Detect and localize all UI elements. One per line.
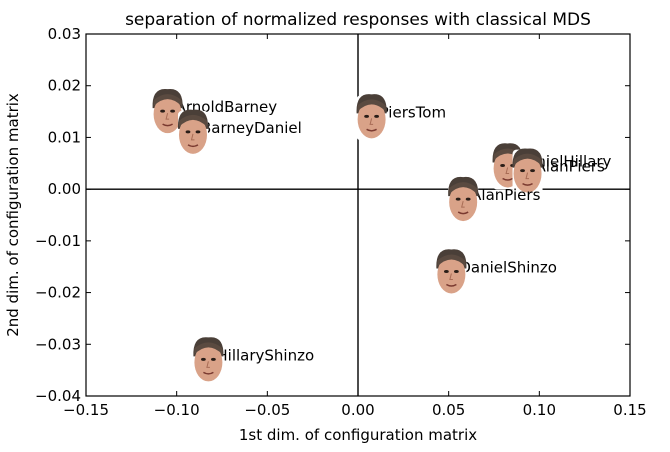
face-mouth — [457, 211, 469, 215]
face-nose — [505, 167, 510, 174]
face-right-eye — [374, 114, 379, 118]
face-left-eye — [201, 357, 206, 361]
x-tick-label: −0.15 — [63, 401, 109, 419]
face-nose — [190, 133, 195, 141]
point-label: AlanPiers — [471, 186, 540, 204]
face-hairline — [178, 114, 207, 127]
face-left-eye — [364, 114, 369, 118]
y-tick-label: 0.02 — [48, 77, 81, 95]
face-marker: DanielShinzo — [436, 249, 557, 296]
face-left-eye — [443, 269, 449, 273]
face-right-eye — [195, 130, 201, 134]
face-right-eye — [170, 109, 176, 113]
face-mouth — [162, 123, 173, 127]
y-axis-label: 2nd dim. of configuration matrix — [4, 93, 22, 337]
y-tick-label: −0.02 — [35, 284, 81, 302]
y-tick-label: −0.03 — [35, 335, 81, 353]
face-mouth — [366, 128, 377, 132]
face-marker: AlanPiers — [448, 176, 541, 224]
face-nose — [449, 273, 453, 280]
face-mouth — [203, 371, 214, 375]
axis-ticks: −0.15 −0.10 −0.05 0.00 0.05 0.10 0.15 −0.04 −0.0… — [35, 25, 647, 419]
face-nose — [525, 172, 530, 180]
face-hairline — [194, 342, 223, 355]
face-hairline — [437, 254, 466, 267]
point-label: AlanPiers — [536, 158, 605, 176]
point-label: BarneyDaniel — [201, 119, 302, 137]
face-mouth — [502, 177, 513, 181]
chart-title: separation of normalized responses with … — [125, 10, 591, 30]
face-nose — [206, 361, 210, 368]
face-marker: PiersTom — [356, 94, 447, 141]
face-mouth — [187, 144, 199, 148]
face-left-eye — [455, 197, 461, 201]
face-right-eye — [453, 269, 459, 273]
face-hairline — [357, 99, 386, 112]
face-hairline — [153, 94, 182, 107]
face-nose — [461, 200, 465, 208]
x-tick-label: −0.05 — [244, 401, 290, 419]
x-tick-label: 0.10 — [523, 401, 556, 419]
face-marker: BarneyDaniel — [177, 109, 302, 156]
face-hairline — [449, 182, 478, 195]
face-marker: HillaryShinzo — [193, 337, 314, 384]
zero-lines — [86, 34, 630, 396]
x-tick-label: 0.05 — [432, 401, 465, 419]
y-tick-label: −0.04 — [35, 387, 81, 405]
point-label: HillaryShinzo — [216, 346, 314, 364]
face-right-eye — [465, 197, 471, 201]
face-left-eye — [185, 130, 191, 134]
face-mouth — [522, 182, 533, 186]
y-tick-label: 0.00 — [48, 180, 81, 198]
face-nose — [369, 118, 374, 125]
x-tick-label: 0.15 — [613, 401, 646, 419]
point-label: PiersTom — [380, 103, 447, 121]
y-tick-label: −0.01 — [35, 232, 81, 250]
x-tick-label: −0.10 — [154, 401, 200, 419]
face-nose — [165, 113, 170, 120]
face-left-eye — [160, 109, 166, 113]
y-tick-label: 0.03 — [48, 25, 81, 43]
face-mouth — [446, 283, 457, 287]
face-left-eye — [500, 163, 505, 167]
face-left-eye — [520, 169, 525, 173]
face-right-eye — [211, 357, 216, 361]
face-markers: ArnoldBarneyBarneyDanielPiersTomDanielHi… — [152, 88, 612, 384]
x-tick-label: 0.00 — [341, 401, 374, 419]
point-label: DanielShinzo — [459, 258, 557, 276]
face-right-eye — [530, 169, 535, 173]
y-tick-label: 0.01 — [48, 128, 81, 146]
x-axis-label: 1st dim. of configuration matrix — [239, 426, 477, 444]
face-marker: AlanPiers — [512, 148, 605, 195]
face-hairline — [513, 153, 542, 166]
